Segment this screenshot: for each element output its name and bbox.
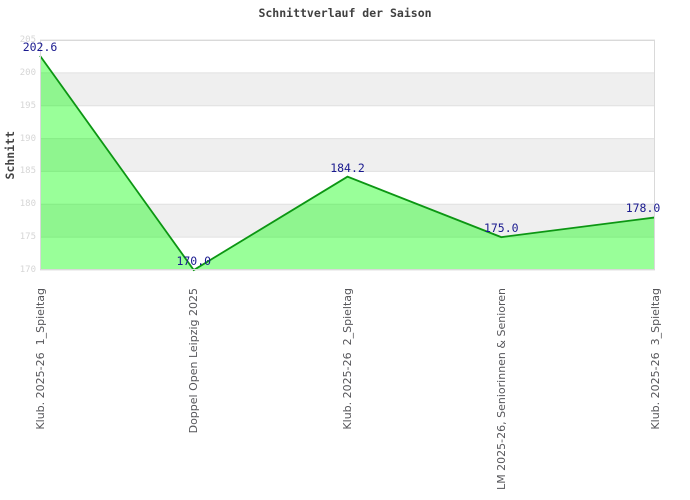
y-tick-label: 185 [19,166,36,177]
point-value-label: 202.6 [22,39,58,54]
y-tick-label: 190 [19,133,36,144]
y-tick-label: 205 [19,35,36,45]
x-tick-label: LM 2025-26, Seniorinnen & Senioren [494,288,508,490]
y-tick-label: 200 [19,67,36,78]
y-tick-label: 195 [19,100,36,111]
point-value-label: 184.2 [330,160,365,175]
y-tick-label: 175 [19,232,36,243]
x-tick-label: Klub. 2025-26 1_Spieltag [33,288,47,430]
chart-title: Schnittverlauf der Saison [258,6,432,20]
point-value-label: 175.0 [483,221,519,236]
y-tick-label: 180 [19,199,36,210]
plot-area: 202.6 170.0 184.2 175.0 178.0 [23,39,660,272]
x-tick-label: Klub. 2025-26 2_Spieltag [341,288,354,430]
point-value-label: 178.0 [625,201,661,216]
y-tick-label: 170 [19,265,36,275]
area-chart-svg [39,39,656,272]
x-tick-label: Klub. 2025-26 3_Spieltag [648,288,662,430]
point-value-label: 170.0 [176,254,212,268]
x-tick-label: Doppel Open Leipzig 2025 [187,288,201,434]
